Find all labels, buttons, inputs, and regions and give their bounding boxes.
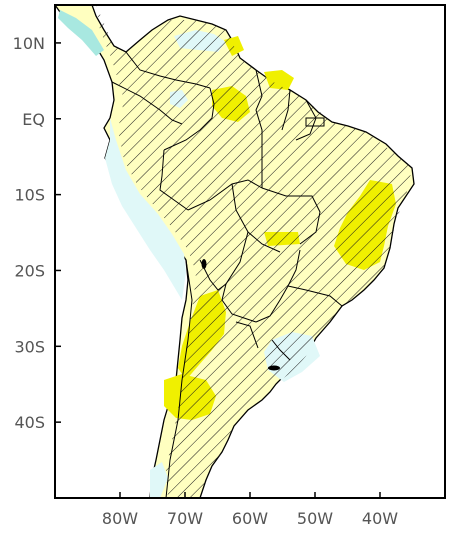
lat-tick-label: 10S (14, 186, 45, 205)
lat-tick-label: EQ (22, 110, 45, 129)
lagoa-dos-patos (268, 365, 280, 371)
lon-tick-label: 80W (102, 509, 138, 528)
longitude-axis: 80W 70W 60W 50W 40W (102, 492, 398, 528)
lat-tick-label: 30S (14, 337, 45, 356)
lat-tick-label: 40S (14, 413, 45, 432)
lon-tick-label: 50W (297, 509, 333, 528)
lon-tick-label: 40W (362, 509, 398, 528)
lake-titicaca (201, 259, 207, 269)
wet-area-pacific-coast (105, 118, 186, 300)
marajo-island (305, 117, 325, 127)
lat-tick-label: 20S (14, 261, 45, 280)
wet-area-caribbean (58, 10, 104, 56)
country-borders (111, 51, 343, 498)
significance-hatching (96, 5, 412, 498)
wet-area-patagonia (150, 462, 168, 498)
map-area (55, 5, 415, 498)
lon-tick-label: 70W (167, 509, 203, 528)
lat-tick-label: 10N (13, 34, 45, 53)
lon-tick-label: 60W (232, 509, 268, 528)
latitude-axis: 10N EQ 10S 20S 30S 40S (13, 34, 61, 432)
